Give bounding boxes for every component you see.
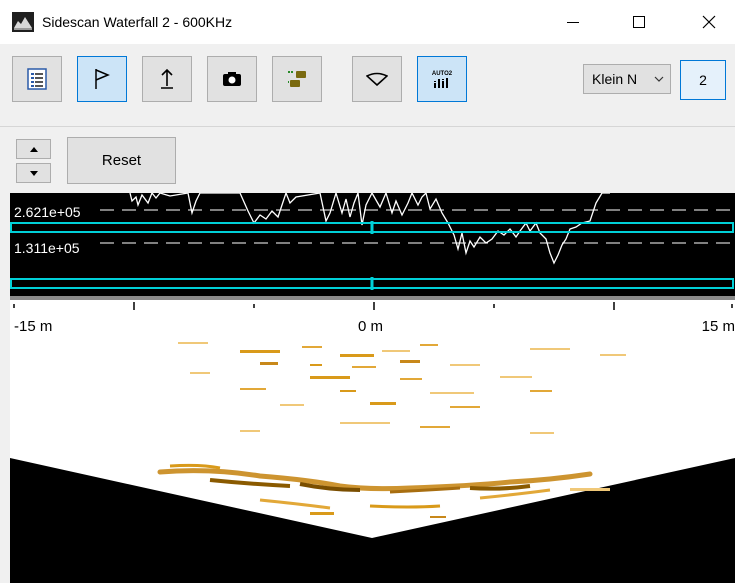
sidescan-waterfall-image[interactable] bbox=[10, 340, 735, 583]
device-select[interactable]: Klein N bbox=[583, 64, 671, 94]
lower-amplitude-label: 1.311e+05 bbox=[14, 240, 80, 256]
spin-down-button[interactable] bbox=[16, 163, 51, 183]
waterfall-sonar-returns bbox=[10, 342, 735, 583]
svg-text:AUTO2: AUTO2 bbox=[432, 71, 453, 77]
left-window-border bbox=[0, 193, 10, 583]
sonar-app-icon bbox=[12, 12, 34, 32]
up-arrow-button[interactable] bbox=[142, 56, 192, 102]
spin-up-icon bbox=[29, 146, 38, 152]
ruler-center-label: 0 m bbox=[358, 318, 384, 335]
maximize-button[interactable] bbox=[616, 0, 662, 44]
ruler-ticks bbox=[13, 302, 733, 310]
seabed-echo-band bbox=[157, 463, 610, 518]
close-icon bbox=[702, 15, 716, 29]
signal-trace bbox=[129, 193, 610, 265]
ruler-right-label: 15 m bbox=[701, 318, 735, 335]
controls-row: Reset bbox=[0, 127, 735, 193]
sonar-beam-icon bbox=[366, 72, 388, 86]
export-button[interactable] bbox=[272, 56, 322, 102]
title-bar[interactable]: Sidescan Waterfall 2 - 600KHz bbox=[0, 0, 735, 44]
spin-down-icon bbox=[29, 170, 38, 176]
upper-amplitude-label: 2.621e+05 bbox=[14, 204, 81, 220]
auto-gain-button[interactable]: AUTO2 bbox=[417, 56, 467, 102]
camera-button[interactable] bbox=[207, 56, 257, 102]
signal-amplitude-strip: 2.621e+05 1.311e+05 bbox=[10, 193, 735, 296]
close-button[interactable] bbox=[686, 0, 732, 44]
signal-trace-plot bbox=[10, 193, 735, 290]
properties-list-icon bbox=[27, 68, 47, 90]
water-column-wedge bbox=[10, 458, 735, 583]
properties-button[interactable] bbox=[12, 56, 62, 102]
maximize-icon bbox=[633, 16, 645, 28]
chevron-down-icon bbox=[654, 76, 664, 82]
pane-splitter[interactable] bbox=[10, 296, 735, 300]
minimize-icon bbox=[567, 22, 579, 23]
sonar-beam-button[interactable] bbox=[352, 56, 402, 102]
ruler-left-label: -15 m bbox=[14, 318, 53, 335]
toolbar: AUTO2 Klein N 2 bbox=[0, 44, 735, 127]
device-select-value: Klein N bbox=[592, 71, 638, 87]
spin-up-button[interactable] bbox=[16, 139, 51, 159]
upper-echo-scatter bbox=[178, 342, 626, 434]
export-clips-icon bbox=[288, 71, 306, 87]
minimize-button[interactable] bbox=[550, 0, 596, 44]
window-title: Sidescan Waterfall 2 - 600KHz bbox=[42, 14, 233, 30]
upload-arrow-icon bbox=[161, 68, 173, 89]
flag-button[interactable] bbox=[77, 56, 127, 102]
reset-button[interactable]: Reset bbox=[67, 137, 176, 184]
auto-gain-icon: AUTO2 bbox=[432, 71, 453, 88]
range-ruler: -15 m 0 m 15 m bbox=[10, 300, 735, 340]
camera-icon bbox=[223, 72, 241, 86]
channel-number-button[interactable]: 2 bbox=[680, 60, 726, 100]
flag-icon bbox=[95, 69, 110, 89]
